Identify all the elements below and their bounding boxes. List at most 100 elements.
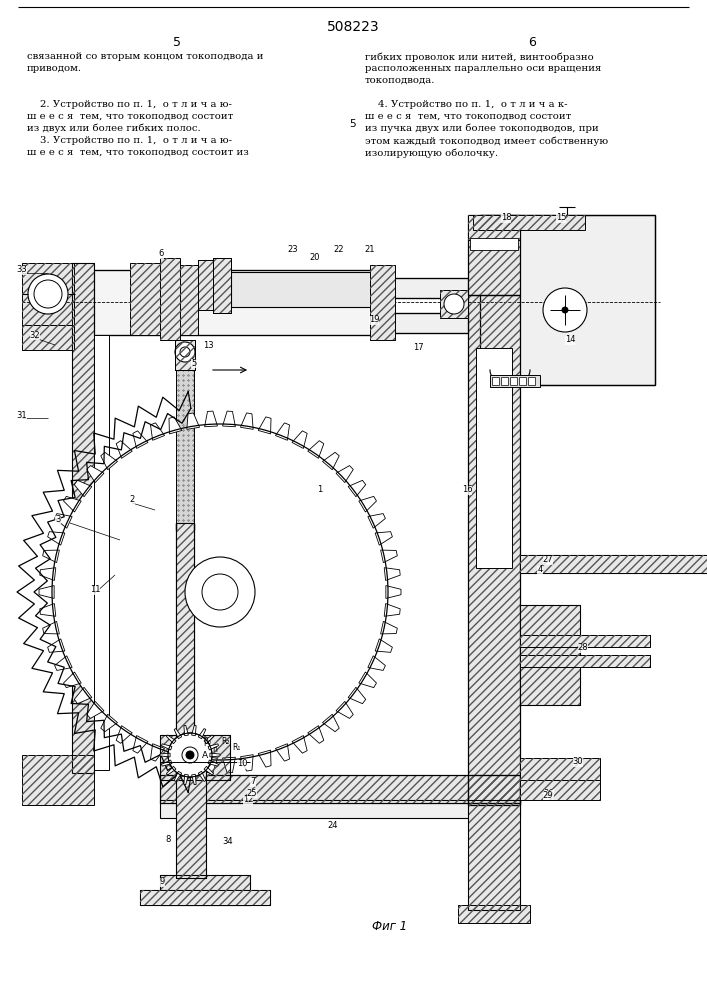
- Text: связанной со вторым концом токоподвода и
приводом.: связанной со вторым концом токоподвода и…: [27, 52, 264, 73]
- Bar: [468, 215, 520, 295]
- Polygon shape: [199, 771, 206, 781]
- Polygon shape: [199, 729, 206, 739]
- Bar: [458, 905, 530, 923]
- Polygon shape: [386, 586, 401, 598]
- Bar: [160, 735, 230, 780]
- Text: 6: 6: [158, 249, 164, 258]
- Bar: [520, 655, 650, 667]
- Polygon shape: [258, 417, 271, 434]
- Polygon shape: [204, 766, 214, 775]
- Bar: [213, 258, 231, 313]
- Polygon shape: [116, 726, 132, 743]
- Bar: [160, 800, 520, 818]
- Polygon shape: [322, 714, 339, 732]
- Polygon shape: [161, 744, 172, 750]
- Bar: [160, 775, 520, 803]
- Text: R₂: R₂: [221, 738, 229, 746]
- Polygon shape: [54, 656, 72, 670]
- Polygon shape: [368, 656, 385, 670]
- Bar: [160, 875, 250, 905]
- Bar: [198, 260, 213, 310]
- Polygon shape: [292, 736, 307, 753]
- Bar: [473, 215, 585, 230]
- Polygon shape: [322, 452, 339, 470]
- Bar: [22, 325, 74, 350]
- Bar: [458, 905, 530, 923]
- Bar: [393, 278, 468, 298]
- Polygon shape: [184, 725, 188, 736]
- Bar: [130, 263, 160, 335]
- Bar: [160, 775, 520, 803]
- Bar: [140, 890, 270, 905]
- Bar: [213, 258, 231, 313]
- Text: 17: 17: [413, 344, 423, 353]
- Bar: [22, 325, 74, 350]
- Polygon shape: [74, 687, 92, 704]
- Bar: [22, 755, 94, 805]
- Bar: [173, 500, 197, 770]
- Polygon shape: [169, 750, 182, 767]
- Text: β₀: β₀: [203, 738, 211, 746]
- Polygon shape: [380, 550, 397, 563]
- Bar: [370, 265, 395, 340]
- Circle shape: [202, 574, 238, 610]
- Bar: [468, 295, 520, 805]
- Bar: [468, 800, 520, 910]
- Polygon shape: [208, 760, 218, 766]
- Polygon shape: [204, 735, 214, 744]
- Bar: [520, 635, 650, 647]
- Polygon shape: [174, 771, 182, 781]
- Polygon shape: [210, 753, 220, 757]
- Bar: [468, 295, 520, 805]
- Text: 28: 28: [578, 644, 588, 652]
- Polygon shape: [348, 480, 366, 497]
- Bar: [501, 377, 508, 385]
- Bar: [160, 258, 180, 340]
- Polygon shape: [64, 496, 81, 512]
- Bar: [520, 655, 650, 667]
- Polygon shape: [192, 725, 196, 736]
- Bar: [22, 263, 74, 325]
- Circle shape: [444, 294, 464, 314]
- Text: 4. Устройство по п. 1,  о т л и ч а к-
ш е е с я  тем, что токоподвод состоит
из: 4. Устройство по п. 1, о т л и ч а к- ш …: [365, 100, 608, 158]
- Bar: [175, 340, 195, 370]
- Text: 26: 26: [544, 788, 554, 798]
- Text: 2: 2: [129, 495, 134, 504]
- Polygon shape: [292, 431, 307, 448]
- Bar: [520, 758, 600, 780]
- Text: Фиг 1: Фиг 1: [373, 920, 407, 933]
- Bar: [231, 272, 393, 307]
- Polygon shape: [223, 757, 235, 773]
- Circle shape: [186, 751, 194, 759]
- Bar: [520, 780, 600, 800]
- Bar: [160, 875, 250, 905]
- Polygon shape: [204, 757, 218, 773]
- Polygon shape: [276, 744, 289, 761]
- Polygon shape: [151, 423, 165, 440]
- Polygon shape: [375, 532, 392, 545]
- Bar: [370, 265, 395, 340]
- Polygon shape: [348, 687, 366, 704]
- Polygon shape: [151, 744, 165, 761]
- Bar: [198, 260, 213, 310]
- Text: 2. Устройство по п. 1,  о т л и ч а ю-
ш е е с я  тем, что токоподвод состоит
из: 2. Устройство по п. 1, о т л и ч а ю- ш …: [27, 100, 249, 157]
- Bar: [176, 523, 194, 768]
- Circle shape: [168, 733, 212, 777]
- Bar: [160, 735, 230, 780]
- Bar: [160, 258, 180, 340]
- Bar: [176, 768, 206, 878]
- Bar: [468, 775, 520, 803]
- Text: 13: 13: [203, 340, 214, 350]
- Text: n: n: [213, 744, 218, 754]
- Polygon shape: [276, 423, 289, 440]
- Polygon shape: [87, 701, 104, 718]
- Polygon shape: [184, 774, 188, 785]
- Polygon shape: [174, 729, 182, 739]
- Polygon shape: [160, 753, 170, 757]
- Text: 24: 24: [328, 822, 338, 830]
- Text: 14: 14: [565, 336, 575, 344]
- Polygon shape: [187, 755, 199, 771]
- Bar: [520, 780, 600, 800]
- Text: A: A: [202, 752, 208, 760]
- Bar: [468, 775, 520, 803]
